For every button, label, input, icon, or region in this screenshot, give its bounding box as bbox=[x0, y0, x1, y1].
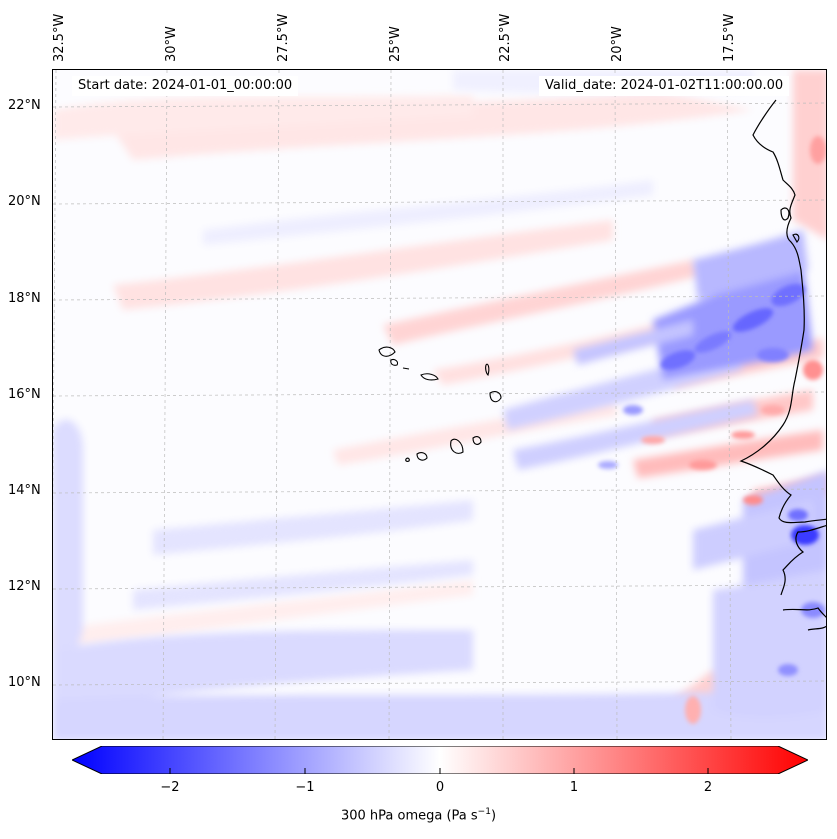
lat-label-14n: 14°N bbox=[8, 483, 41, 498]
lat-label-12n: 12°N bbox=[8, 579, 41, 594]
cb-tick-label: 2 bbox=[703, 780, 713, 795]
coastline bbox=[739, 99, 826, 631]
colorbar bbox=[72, 746, 808, 774]
lon-label-22-5w: 22.5°W bbox=[498, 13, 513, 62]
lon-label-20w: 20°W bbox=[610, 26, 625, 62]
lon-label-17-5w: 17.5°W bbox=[722, 13, 737, 62]
omega-map bbox=[52, 69, 827, 740]
lon-label-25w: 25°W bbox=[388, 26, 403, 62]
valid-date-label: Valid_date: 2024-01-02T11:00:00.00 bbox=[539, 76, 790, 96]
lat-label-16n: 16°N bbox=[8, 387, 41, 402]
colorbar-label-suffix: ) bbox=[490, 808, 497, 824]
cape-verde-islands bbox=[378, 346, 502, 462]
lon-label-27-5w: 27.5°W bbox=[276, 13, 291, 62]
lon-label-30w: 30°W bbox=[164, 26, 179, 62]
lat-label-22n: 22°N bbox=[8, 98, 41, 113]
colorbar-label-prefix: 300 hPa omega (Pa s bbox=[340, 808, 478, 824]
strong-omega-cells bbox=[598, 136, 826, 724]
start-date-label: Start date: 2024-01-01_00:00:00 bbox=[72, 76, 299, 96]
lat-label-18n: 18°N bbox=[8, 291, 41, 306]
cb-tick-label: −1 bbox=[295, 780, 315, 795]
colorbar-gradient bbox=[72, 746, 808, 774]
lat-label-20n: 20°N bbox=[8, 194, 41, 209]
colorbar-label-exp: −1 bbox=[477, 807, 491, 817]
lon-label-32-5w: 32.5°W bbox=[52, 13, 67, 62]
map-svg bbox=[53, 70, 826, 739]
graticule bbox=[53, 70, 826, 739]
cb-tick-label: −2 bbox=[160, 780, 180, 795]
colorbar-label: 300 hPa omega (Pa s−1) bbox=[0, 807, 837, 823]
negative-omega-bands bbox=[53, 70, 826, 739]
cb-tick-label: 1 bbox=[569, 780, 579, 795]
lat-label-10n: 10°N bbox=[8, 675, 41, 690]
cb-tick-label: 0 bbox=[435, 780, 445, 795]
